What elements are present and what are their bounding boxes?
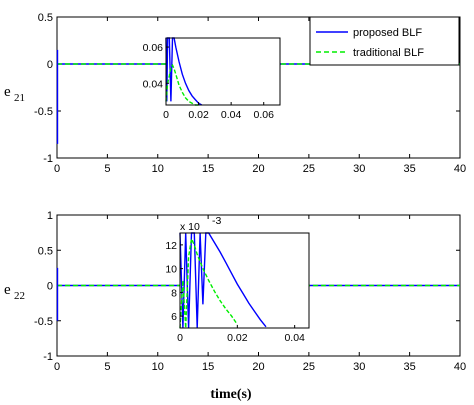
x-tick-label: 40	[454, 361, 466, 373]
inset-traditional-line	[165, 63, 199, 106]
x-axis-label: time(s)	[210, 387, 252, 402]
y-tick-label: -1	[43, 153, 53, 165]
inset-traditional-line	[179, 236, 238, 329]
y-tick-label: -1	[43, 351, 53, 363]
inset-background	[166, 38, 280, 105]
x-tick-label: 0	[54, 163, 60, 175]
x-tick-label: 25	[303, 163, 315, 175]
legend-label-proposed: proposed BLF	[353, 27, 422, 39]
inset-frame	[179, 232, 310, 329]
inset-exponent-label: x 10	[180, 221, 200, 233]
inset-y-tick-label: 8	[171, 287, 177, 299]
y-tick-label: -0.5	[34, 316, 53, 328]
inset-y-tick-label: 12	[165, 240, 177, 252]
x-tick-label: 5	[104, 163, 110, 175]
y-tick-label: 0.5	[38, 245, 53, 257]
legend-box	[309, 16, 460, 66]
y-tick-label: 0	[47, 281, 53, 293]
x-tick-label: 30	[353, 361, 365, 373]
inset-y-tick-label: 0.06	[143, 42, 164, 54]
e21-ylabel-sub: 21	[14, 92, 25, 104]
x-tick-label: 35	[404, 163, 416, 175]
y-tick-label: -0.5	[34, 106, 53, 118]
e21-inset: 0 0.02 0.04 0.06 0.04 0.06	[143, 37, 281, 121]
y-tick-label: 0	[47, 59, 53, 71]
e21-ylabel: e	[4, 84, 11, 100]
e22-ylabel-sub: 22	[14, 290, 25, 302]
x-tick-label: 25	[303, 361, 315, 373]
e21-panel: e 21 0 5 10 15 20 25 30 35 40 -1 -0.5 0 0.5 0 0.02 0.0…	[4, 12, 466, 175]
inset-x-tick-label: 0.04	[221, 109, 242, 121]
x-tick-label: 30	[353, 163, 365, 175]
inset-x-tick-label: 0.02	[188, 109, 209, 121]
inset-x-tick-label: 0.04	[284, 332, 305, 344]
inset-exponent-power: -3	[212, 215, 221, 227]
x-tick-label: 40	[454, 163, 466, 175]
x-tick-label: 10	[152, 361, 164, 373]
x-tick-label: 10	[152, 163, 164, 175]
x-tick-label: 15	[202, 361, 214, 373]
y-tick-label: 0.5	[38, 12, 53, 24]
e22-panel: e 22 0 5 10 15 20 25 30 35 40 -1 -0.5 0 0.5 1 0 0.02 0.…	[4, 210, 466, 402]
inset-frame	[165, 37, 281, 106]
legend: proposed BLF traditional BLF	[309, 16, 460, 66]
x-tick-label: 5	[104, 361, 110, 373]
inset-y-tick-label: 10	[165, 264, 177, 276]
inset-y-tick-label: 6	[171, 311, 177, 323]
x-tick-label: 0	[54, 361, 60, 373]
e22-ylabel: e	[4, 282, 11, 298]
inset-x-tick-label: 0	[163, 109, 169, 121]
inset-x-tick-label: 0.02	[227, 332, 248, 344]
y-tick-label: 1	[47, 210, 53, 222]
x-tick-label: 20	[252, 361, 264, 373]
inset-y-tick-label: 0.04	[143, 78, 164, 90]
inset-x-tick-label: 0.06	[253, 109, 274, 121]
e22-inset: 0 0.02 0.04 6 8 10 12x 10 -3	[165, 215, 310, 344]
x-tick-label: 15	[202, 163, 214, 175]
x-tick-label: 35	[404, 361, 416, 373]
inset-x-tick-label: 0	[177, 332, 183, 344]
legend-label-traditional: traditional BLF	[353, 47, 424, 59]
x-tick-label: 20	[252, 163, 264, 175]
